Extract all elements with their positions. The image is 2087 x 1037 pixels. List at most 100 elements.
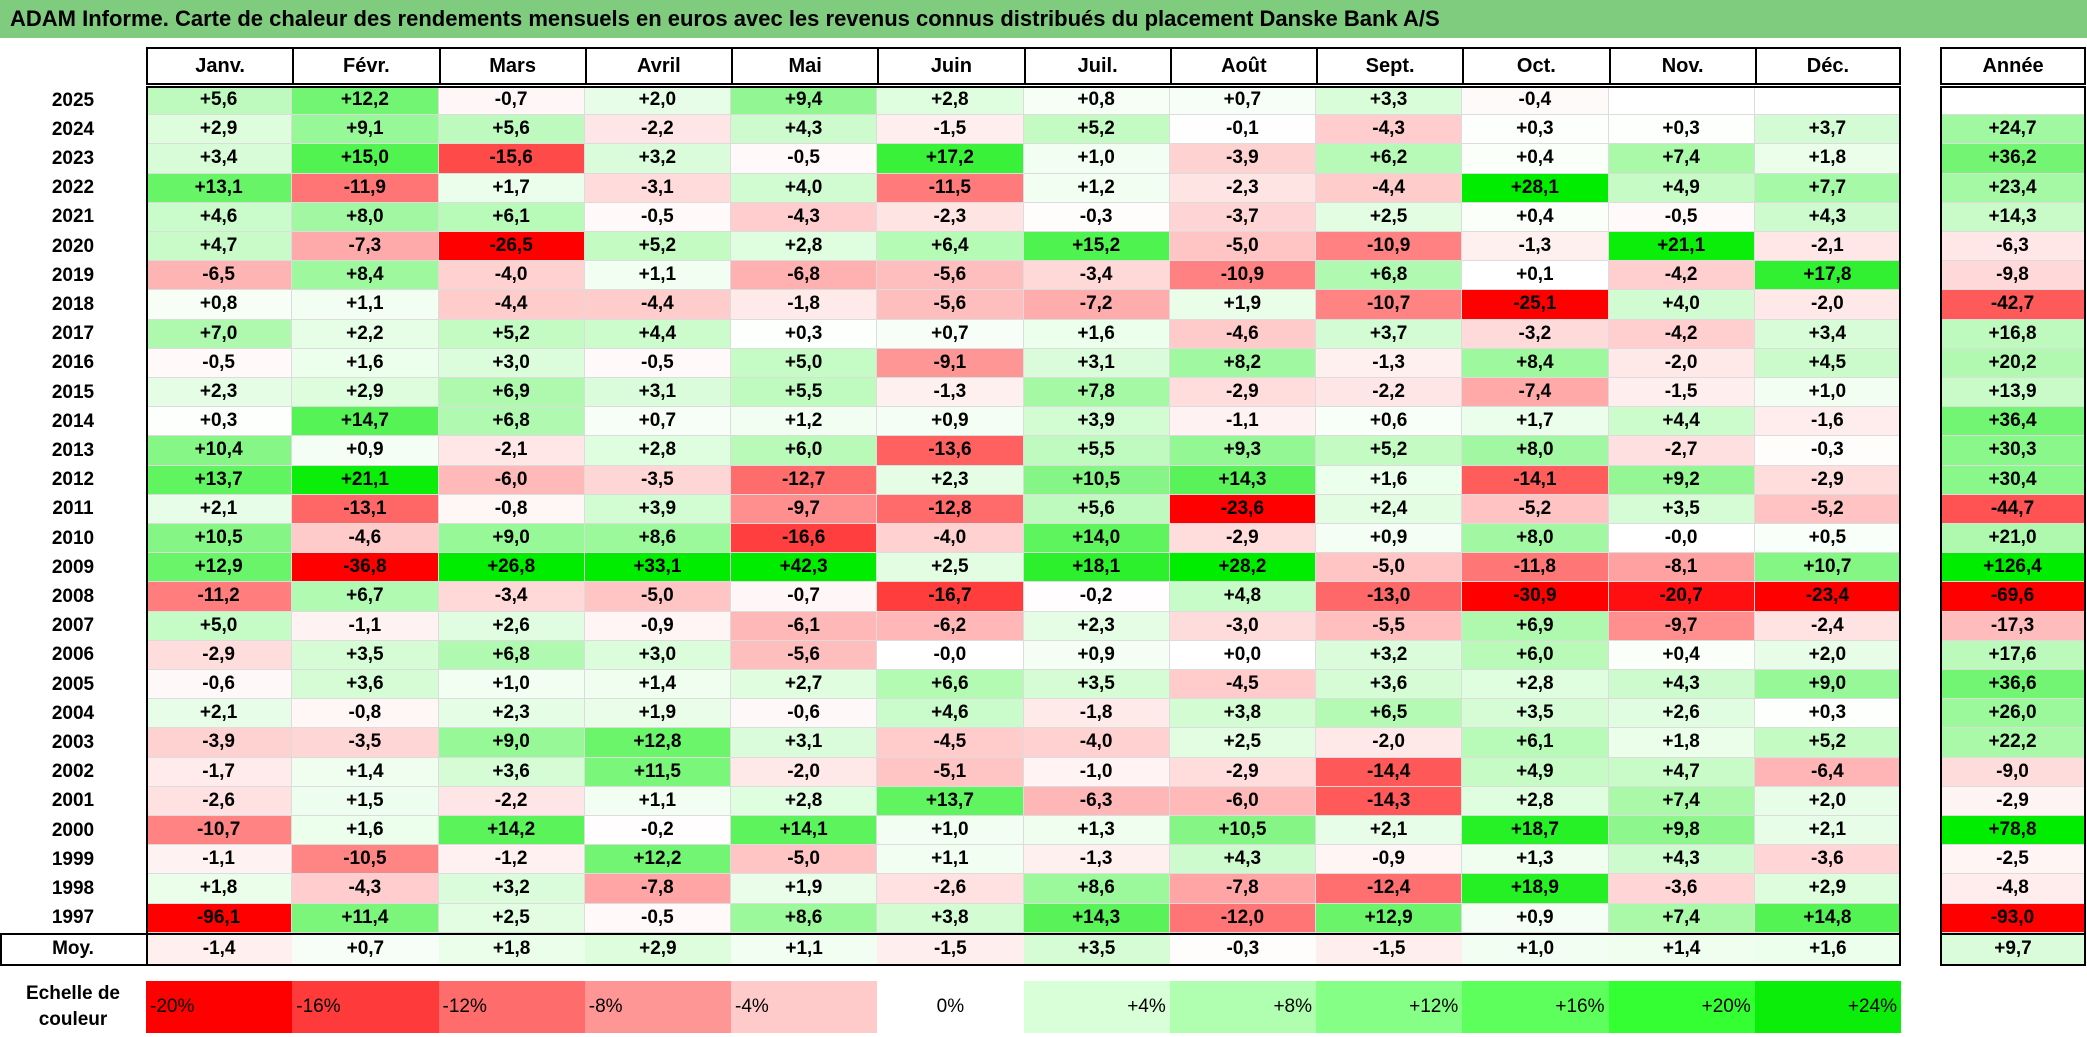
heatmap-cell: -2,7 (1608, 436, 1755, 466)
heatmap-cell: -10,7 (146, 816, 293, 846)
annual-cell: +20,2 (1940, 348, 2086, 378)
annual-cell: -17,3 (1940, 611, 2086, 641)
color-scale-step: -12% (438, 981, 585, 1033)
heatmap-cell: +9,8 (1608, 816, 1755, 846)
heatmap-cell: +10,5 (1169, 816, 1316, 846)
heatmap-cell: +3,8 (877, 903, 1024, 933)
heatmap-cell: +3,5 (1023, 670, 1170, 700)
heatmap-cell: +6,7 (292, 582, 439, 612)
heatmap-cell: -96,1 (146, 903, 293, 933)
heatmap-cell: +14,7 (292, 407, 439, 437)
heatmap-cell: +1,7 (438, 173, 585, 203)
heatmap-cell: +3,5 (1462, 699, 1609, 729)
heatmap-cell: -6,1 (731, 611, 878, 641)
heatmap-cell: +5,6 (438, 115, 585, 145)
heatmap-cell: -13,0 (1316, 582, 1463, 612)
average-cell: -1,5 (1316, 932, 1463, 966)
heatmap-cell: -2,6 (146, 786, 293, 816)
heatmap-cell: +4,6 (877, 699, 1024, 729)
heatmap-cell: -6,0 (438, 465, 585, 495)
annual-average-cell: +9,7 (1940, 932, 2086, 966)
annual-cell: +24,7 (1940, 115, 2086, 145)
annual-cell: -2,9 (1940, 786, 2086, 816)
heatmap-cell: +4,3 (731, 115, 878, 145)
heatmap-cell: +4,9 (1608, 173, 1755, 203)
heatmap-cell: +8,0 (1462, 436, 1609, 466)
heatmap-cell: +15,2 (1023, 232, 1170, 262)
heatmap-cell: +3,6 (292, 670, 439, 700)
heatmap-cell: -2,0 (1608, 348, 1755, 378)
annual-cell: -9,0 (1940, 757, 2086, 787)
heatmap-cell: -4,2 (1608, 319, 1755, 349)
heatmap-cell: +7,4 (1608, 786, 1755, 816)
heatmap-cell: +4,4 (584, 319, 731, 349)
heatmap-cell: +2,1 (1754, 816, 1901, 846)
heatmap-cell: +14,3 (1169, 465, 1316, 495)
heatmap-cell: +0,5 (1754, 524, 1901, 554)
heatmap-cell: -0,6 (146, 670, 293, 700)
month-header: Déc. (1754, 47, 1901, 85)
heatmap-cell: -0,4 (1462, 86, 1609, 116)
heatmap-cell: -2,9 (1169, 524, 1316, 554)
heatmap-cell: +9,3 (1169, 436, 1316, 466)
heatmap-cell: +26,8 (438, 553, 585, 583)
month-header: Juin (877, 47, 1026, 85)
heatmap-cell: +17,8 (1754, 261, 1901, 291)
heatmap-cell: +1,8 (1754, 144, 1901, 174)
heatmap-cell: +9,4 (731, 86, 878, 116)
annual-cell: -69,6 (1940, 582, 2086, 612)
heatmap-cell: +3,1 (1023, 348, 1170, 378)
heatmap-cell: +3,0 (584, 640, 731, 670)
heatmap-cell: -8,1 (1608, 553, 1755, 583)
heatmap-cell: -25,1 (1462, 290, 1609, 320)
heatmap-cell: +2,3 (146, 378, 293, 408)
heatmap-cell: +6,9 (438, 378, 585, 408)
color-scale-step: +24% (1754, 981, 1901, 1033)
heatmap-cell: -0,5 (584, 903, 731, 933)
year-label: 2024 (51, 118, 95, 140)
heatmap-cell: +3,8 (1169, 699, 1316, 729)
heatmap-cell: +0,9 (1462, 903, 1609, 933)
heatmap-cell: +10,4 (146, 436, 293, 466)
month-header: Mai (731, 47, 880, 85)
average-cell: +0,7 (292, 932, 439, 966)
heatmap-cell: +7,7 (1754, 173, 1901, 203)
heatmap-cell: -14,1 (1462, 465, 1609, 495)
heatmap-cell: +0,9 (292, 436, 439, 466)
year-label: 2006 (51, 644, 95, 666)
heatmap-cell: -4,0 (438, 261, 585, 291)
heatmap-cell: +3,2 (584, 144, 731, 174)
heatmap-cell: +3,1 (584, 378, 731, 408)
month-header: Août (1169, 47, 1318, 85)
month-header: Sept. (1316, 47, 1465, 85)
heatmap-cell: -5,6 (877, 290, 1024, 320)
heatmap-cell: -2,2 (438, 786, 585, 816)
heatmap-cell: +4,6 (146, 202, 293, 232)
annual-cell: +16,8 (1940, 319, 2086, 349)
heatmap-cell: +2,5 (1169, 728, 1316, 758)
year-label: 2025 (51, 89, 95, 111)
heatmap-cell: -4,4 (1316, 173, 1463, 203)
heatmap-cell: -2,0 (1754, 290, 1901, 320)
heatmap-cell: -3,9 (1169, 144, 1316, 174)
heatmap-cell: -4,6 (1169, 319, 1316, 349)
heatmap-cell: +9,0 (1754, 670, 1901, 700)
heatmap-cell: -0,8 (292, 699, 439, 729)
heatmap-cell: +7,0 (146, 319, 293, 349)
average-cell: -0,3 (1169, 932, 1316, 966)
heatmap-cell: -6,3 (1023, 786, 1170, 816)
year-label: 2000 (51, 819, 95, 841)
heatmap-cell: +4,5 (1754, 348, 1901, 378)
heatmap-cell: -1,3 (1462, 232, 1609, 262)
annual-cell: +36,6 (1940, 670, 2086, 700)
year-label: 2014 (51, 410, 95, 432)
heatmap-cell: -6,5 (146, 261, 293, 291)
heatmap-cell: -14,3 (1316, 786, 1463, 816)
year-label: 2002 (51, 761, 95, 783)
color-scale-step: -16% (292, 981, 439, 1033)
heatmap-cell: +7,4 (1608, 903, 1755, 933)
heatmap-cell: +6,4 (877, 232, 1024, 262)
month-header: Janv. (146, 47, 295, 85)
average-cell: +1,8 (438, 932, 585, 966)
annual-cell: -4,8 (1940, 874, 2086, 904)
